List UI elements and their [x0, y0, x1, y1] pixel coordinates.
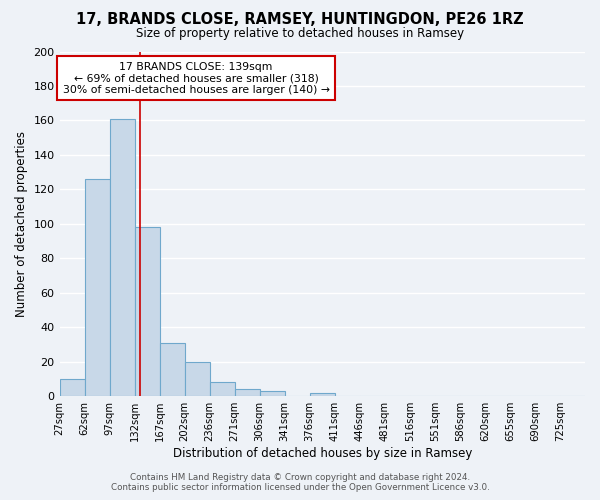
X-axis label: Distribution of detached houses by size in Ramsey: Distribution of detached houses by size … — [173, 447, 472, 460]
Bar — [185, 362, 209, 396]
Text: Contains HM Land Registry data © Crown copyright and database right 2024.
Contai: Contains HM Land Registry data © Crown c… — [110, 473, 490, 492]
Text: Size of property relative to detached houses in Ramsey: Size of property relative to detached ho… — [136, 28, 464, 40]
Bar — [310, 393, 335, 396]
Text: 17 BRANDS CLOSE: 139sqm
← 69% of detached houses are smaller (318)
30% of semi-d: 17 BRANDS CLOSE: 139sqm ← 69% of detache… — [62, 62, 329, 95]
Bar — [85, 179, 110, 396]
Bar — [235, 390, 260, 396]
Bar — [110, 118, 134, 396]
Bar — [209, 382, 235, 396]
Text: 17, BRANDS CLOSE, RAMSEY, HUNTINGDON, PE26 1RZ: 17, BRANDS CLOSE, RAMSEY, HUNTINGDON, PE… — [76, 12, 524, 28]
Bar — [134, 228, 160, 396]
Bar — [160, 343, 185, 396]
Bar — [59, 379, 85, 396]
Y-axis label: Number of detached properties: Number of detached properties — [15, 131, 28, 317]
Bar — [260, 391, 285, 396]
